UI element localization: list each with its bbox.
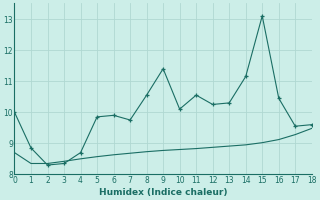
X-axis label: Humidex (Indice chaleur): Humidex (Indice chaleur) bbox=[99, 188, 228, 197]
